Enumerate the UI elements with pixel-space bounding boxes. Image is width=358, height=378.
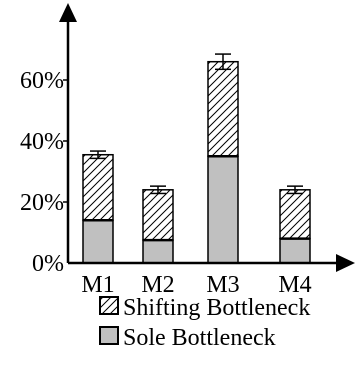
y-axis-arrow [59,3,77,22]
legend-swatch-sole [99,326,119,345]
x-tick-label-m3: M3 [206,272,239,298]
legend-label-sole: Sole Bottleneck [123,325,276,351]
y-tick-label-0: 0% [32,251,64,277]
legend-label-shifting: Shifting Bottleneck [123,295,310,321]
axes-layer: M1 M2 M3 M4 0% 20% 40% 60% [20,3,355,298]
x-tick-label-m2: M2 [141,272,174,298]
y-tick-label-60: 60% [20,68,64,94]
bar-shifting-m1 [82,153,114,222]
x-tick-label-m1: M1 [81,272,114,298]
bar-shifting-m2 [142,189,174,241]
bar-shifting-m3 [207,60,239,158]
x-axis-arrow [336,254,355,272]
x-tick-label-m4: M4 [278,272,311,298]
bar-sole-m3 [207,155,239,264]
bars-layer [82,53,311,264]
bar-sole-m4 [279,237,311,264]
bar-shifting-m4 [279,189,311,240]
bar-sole-m2 [142,239,174,264]
bar-sole-m1 [82,219,114,264]
legend: Shifting Bottleneck Sole Bottleneck [99,295,310,351]
y-tick-label-40: 40% [20,129,64,155]
y-tick-label-20: 20% [20,190,64,216]
legend-swatch-shifting [99,296,119,315]
